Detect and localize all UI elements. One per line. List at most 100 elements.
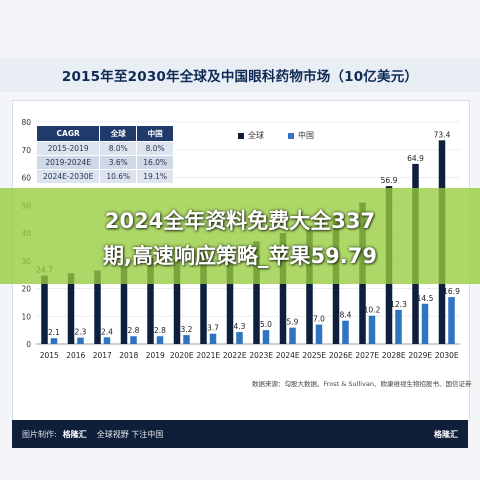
x-tick-label: 2021E (196, 351, 220, 360)
footer-brand: 格隆汇 (62, 429, 87, 439)
global-bar (173, 259, 181, 344)
china-data-label: 3.2 (181, 325, 193, 334)
y-tick-label: 80 (21, 118, 31, 127)
china-data-label: 10.2 (364, 306, 381, 315)
china-bar (395, 309, 402, 344)
x-tick-label: 2028E (382, 351, 406, 360)
cagr-header-row: CAGR 全球 中国 (35, 125, 175, 142)
china-bar (103, 337, 111, 344)
x-tick-label: 2017 (93, 351, 112, 360)
china-bar (315, 324, 323, 344)
legend-global-label: 全球 (248, 131, 264, 140)
cagr-cell: 16.0% (136, 155, 175, 170)
china-bar (342, 320, 349, 344)
cagr-table: CAGR 全球 中国 2015-2019 8.0% 8.0% 2019-2024… (35, 125, 175, 184)
global-data-label: 56.9 (381, 176, 398, 185)
x-tick-label: 2020E (170, 351, 194, 360)
x-tick-label: 2019 (146, 351, 165, 360)
x-tick-label: 2027E (355, 351, 379, 360)
global-bar (306, 226, 313, 344)
cagr-header: 中国 (136, 125, 175, 142)
cagr-row: 2015-2019 8.0% 8.0% (35, 141, 175, 156)
china-bar (368, 315, 376, 344)
china-data-label: 14.5 (417, 294, 434, 303)
cagr-cell: 3.6% (99, 155, 138, 170)
legend-china: 中国 (288, 130, 314, 141)
x-tick-label: 2016 (66, 351, 85, 360)
cagr-header: CAGR (35, 125, 101, 142)
x-tick-label: 2029E (408, 351, 432, 360)
legend-global: 全球 (238, 130, 264, 141)
banner-line-1: 2024全年资料免费大全337 (104, 209, 376, 233)
x-tick-label: 2018 (119, 351, 138, 360)
footer-bar: 图片制作: 格隆汇 全球视野 下注中国 格隆汇 (12, 420, 468, 448)
china-bar (421, 303, 429, 344)
china-bar (50, 338, 58, 344)
cagr-cell: 8.0% (136, 141, 175, 156)
global-bar (200, 252, 207, 344)
cagr-cell: 19.1% (136, 169, 175, 184)
chart-title: 2015年至2030年全球及中国眼科药物市场（10亿美元） (61, 69, 419, 85)
global-bar (253, 241, 260, 344)
china-bar (262, 330, 270, 344)
cagr-cell: 10.6% (99, 169, 138, 184)
china-data-label: 12.3 (390, 300, 407, 309)
china-bar (183, 335, 190, 344)
y-tick-label: 60 (21, 174, 31, 183)
global-bar (279, 233, 287, 344)
global-bar (94, 270, 101, 344)
y-tick-label: 20 (21, 285, 31, 294)
china-data-label: 3.7 (207, 324, 219, 333)
cagr-header: 全球 (99, 125, 138, 142)
banner-line-2: 期,高速响应策略_苹果59.79 (103, 244, 377, 268)
y-tick-label: 0 (26, 340, 31, 349)
global-data-label: 64.9 (407, 154, 424, 163)
cagr-cell: 2024E-2030E (35, 169, 101, 184)
legend-china-swatch (288, 132, 294, 139)
x-tick-label: 2025E (302, 351, 326, 360)
cagr-cell: 8.0% (99, 141, 138, 156)
x-tick-label: 2015 (40, 351, 59, 360)
footer-label: 图片制作: (22, 429, 57, 439)
cagr-cell: 2015-2019 (35, 141, 101, 156)
china-data-label: 16.9 (443, 287, 460, 296)
china-data-label: 2.1 (48, 328, 60, 337)
china-data-label: 4.3 (234, 322, 246, 331)
china-data-label: 5.0 (260, 320, 272, 329)
global-data-label: 73.4 (434, 130, 451, 139)
china-data-label: 2.4 (101, 327, 113, 336)
legend-china-label: 中国 (298, 131, 314, 140)
china-data-label: 7.0 (313, 315, 325, 324)
x-tick-label: 2022E (223, 351, 247, 360)
china-bar (448, 297, 455, 344)
x-tick-label: 2026E (329, 351, 353, 360)
cagr-row: 2019-2024E 3.6% 16.0% (35, 155, 175, 170)
global-bar (67, 273, 75, 344)
title-bar: 2015年至2030年全球及中国眼科药物市场（10亿美元） (0, 58, 480, 92)
china-data-label: 2.8 (154, 326, 166, 335)
x-tick-label: 2023E (249, 351, 273, 360)
china-bar (156, 336, 164, 344)
china-data-label: 2.8 (128, 326, 140, 335)
legend-global-swatch (238, 132, 244, 139)
global-bar (41, 275, 48, 344)
cagr-row: 2024E-2030E 10.6% 19.1% (35, 169, 175, 184)
y-tick-label: 70 (21, 146, 31, 155)
china-bar (209, 333, 217, 344)
x-tick-label: 2024E (276, 351, 300, 360)
source-note: 数据来源：勾股大数据、Frost & Sullivan、欧康维视生物招股书、国信… (252, 380, 472, 388)
china-bar (236, 332, 243, 344)
china-data-label: 8.4 (340, 311, 352, 320)
global-bar (226, 246, 234, 344)
overlay-banner (0, 188, 480, 284)
global-bar (120, 266, 128, 344)
china-bar (77, 337, 84, 344)
china-bar (130, 336, 137, 344)
x-tick-label: 2030E (435, 351, 459, 360)
y-tick-label: 10 (21, 312, 31, 321)
cagr-cell: 2019-2024E (35, 155, 101, 170)
china-bar (289, 327, 296, 344)
china-data-label: 5.9 (287, 318, 299, 327)
footer-slogan: 全球视野 下注中国 (96, 429, 164, 439)
